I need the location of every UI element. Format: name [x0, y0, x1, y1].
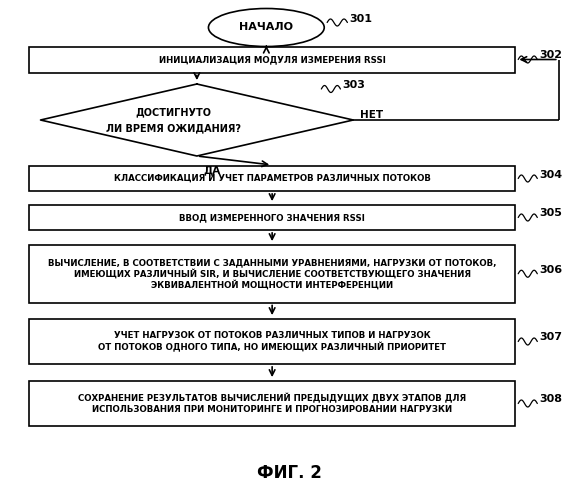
Text: ИНИЦИАЛИЗАЦИЯ МОДУЛЯ ИЗМЕРЕНИЯ RSSI: ИНИЦИАЛИЗАЦИЯ МОДУЛЯ ИЗМЕРЕНИЯ RSSI: [159, 55, 386, 64]
Text: 304: 304: [540, 170, 563, 179]
Polygon shape: [41, 84, 353, 156]
Text: 306: 306: [540, 265, 563, 275]
Text: 308: 308: [540, 394, 563, 404]
FancyBboxPatch shape: [29, 46, 515, 72]
FancyBboxPatch shape: [29, 166, 515, 191]
Text: ДА: ДА: [204, 165, 221, 175]
Text: НЕТ: НЕТ: [360, 110, 383, 120]
Text: ВВОД ИЗМЕРЕННОГО ЗНАЧЕНИЯ RSSI: ВВОД ИЗМЕРЕННОГО ЗНАЧЕНИЯ RSSI: [179, 213, 365, 222]
Text: 301: 301: [350, 14, 373, 24]
FancyBboxPatch shape: [29, 381, 515, 426]
FancyBboxPatch shape: [29, 205, 515, 230]
Text: НАЧАЛО: НАЧАЛО: [239, 22, 294, 32]
FancyBboxPatch shape: [29, 245, 515, 302]
Text: УЧЕТ НАГРУЗОК ОТ ПОТОКОВ РАЗЛИЧНЫХ ТИПОВ И НАГРУЗОК
ОТ ПОТОКОВ ОДНОГО ТИПА, НО И: УЧЕТ НАГРУЗОК ОТ ПОТОКОВ РАЗЛИЧНЫХ ТИПОВ…: [98, 331, 446, 352]
Text: КЛАССИФИКАЦИЯ И УЧЕТ ПАРАМЕТРОВ РАЗЛИЧНЫХ ПОТОКОВ: КЛАССИФИКАЦИЯ И УЧЕТ ПАРАМЕТРОВ РАЗЛИЧНЫ…: [113, 174, 431, 183]
Text: 302: 302: [540, 50, 563, 60]
Text: 305: 305: [540, 208, 563, 218]
Text: ЛИ ВРЕМЯ ОЖИДАНИЯ?: ЛИ ВРЕМЯ ОЖИДАНИЯ?: [106, 123, 241, 133]
Text: ДОСТИГНУТО: ДОСТИГНУТО: [135, 107, 212, 117]
Text: ФИГ. 2: ФИГ. 2: [257, 464, 322, 481]
Text: 307: 307: [540, 332, 563, 342]
FancyBboxPatch shape: [29, 319, 515, 364]
Text: ВЫЧИСЛЕНИЕ, В СООТВЕТСТВИИ С ЗАДАННЫМИ УРАВНЕНИЯМИ, НАГРУЗКИ ОТ ПОТОКОВ,
ИМЕЮЩИХ: ВЫЧИСЛЕНИЕ, В СООТВЕТСТВИИ С ЗАДАННЫМИ У…: [48, 258, 496, 290]
Text: СОХРАНЕНИЕ РЕЗУЛЬТАТОВ ВЫЧИСЛЕНИЙ ПРЕДЫДУЩИХ ДВУХ ЭТАПОВ ДЛЯ
ИСПОЛЬЗОВАНИЯ ПРИ М: СОХРАНЕНИЕ РЕЗУЛЬТАТОВ ВЫЧИСЛЕНИЙ ПРЕДЫД…: [78, 393, 466, 414]
Text: 303: 303: [343, 80, 366, 90]
Ellipse shape: [208, 8, 324, 46]
